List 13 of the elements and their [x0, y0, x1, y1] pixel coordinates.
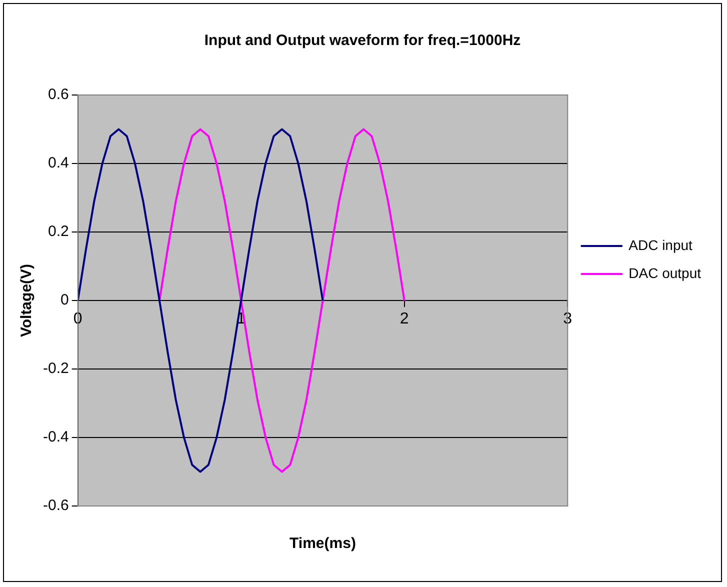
legend-label: ADC input	[628, 236, 693, 253]
y-tick-label: 0.2	[48, 223, 69, 240]
y-tick-label: -0.6	[42, 497, 69, 514]
y-tick-label: -0.2	[42, 360, 69, 378]
y-tick-label: 0.6	[48, 86, 69, 104]
y-tick-label: -0.4	[42, 428, 69, 446]
legend-label: DAC output	[628, 264, 702, 281]
y-tick-label: 0.4	[48, 154, 69, 172]
x-axis-title: Time(ms)	[290, 535, 356, 552]
y-tick-label: 0	[60, 292, 69, 309]
chart-title: Input and Output waveform for freq.=1000Hz	[204, 32, 521, 50]
x-tick-label: 2	[400, 310, 409, 328]
y-axis-title: Voltage(V)	[18, 264, 36, 338]
